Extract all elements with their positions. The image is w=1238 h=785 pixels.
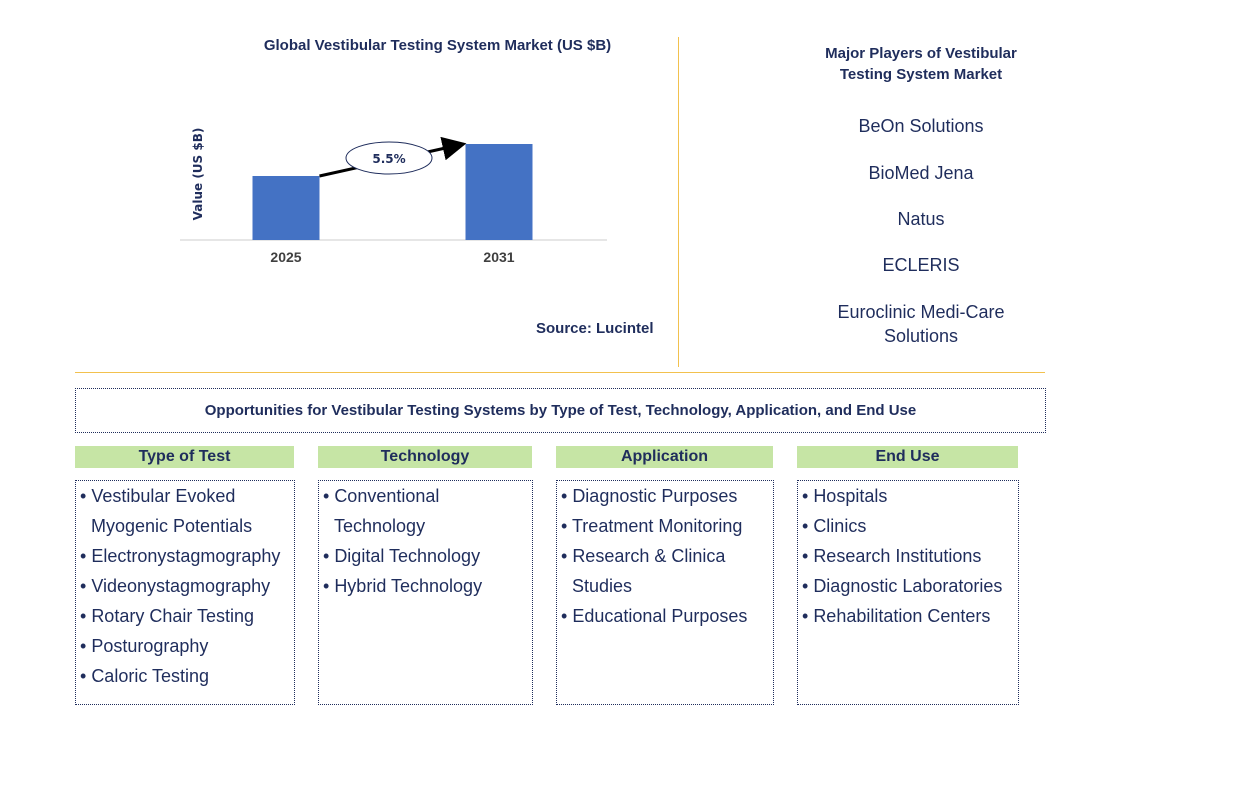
growth-rate-label: 5.5% (372, 152, 405, 166)
header-technology: Technology (318, 446, 532, 468)
list-item: Posturography (80, 631, 294, 661)
source-note: Source: Lucintel (536, 320, 654, 337)
bar-2025 (252, 176, 320, 240)
header-end-use: End Use (797, 446, 1018, 468)
list-item: Educational Purposes (561, 601, 773, 631)
list-end-use: HospitalsClinicsResearch InstitutionsDia… (797, 480, 1019, 705)
list-item: Electronystagmography (80, 541, 294, 571)
players-title: Major Players of Vestibular Testing Syst… (825, 45, 1017, 83)
x-tick-2025: 2025 (270, 249, 301, 265)
player-natus: Natus (897, 209, 945, 229)
x-tick-2031: 2031 (483, 249, 514, 265)
list-technology: Conventional TechnologyDigital Technolog… (318, 480, 533, 705)
list-item: Caloric Testing (80, 661, 294, 691)
list-item: Vestibular Evoked Myogenic Potentials (80, 481, 294, 541)
player-biomed-jena: BioMed Jena (868, 163, 974, 183)
player-ecleris: ECLERIS (882, 255, 960, 275)
list-item: Diagnostic Purposes (561, 481, 773, 511)
list-item: Videonystagmography (80, 571, 294, 601)
growth-rate-ellipse (345, 141, 433, 175)
list-item: Conventional Technology (323, 481, 532, 541)
list-item: Clinics (802, 511, 1018, 541)
bar-2031 (465, 144, 533, 240)
list-item: Research & Clinica Studies (561, 541, 773, 601)
vertical-divider (678, 37, 679, 367)
list-item: Rehabilitation Centers (802, 601, 1018, 631)
header-type-of-test: Type of Test (75, 446, 294, 468)
bar-chart: 5.5% 2025 2031 (180, 136, 607, 265)
header-application: Application (556, 446, 773, 468)
list-item: Rotary Chair Testing (80, 601, 294, 631)
list-item: Hospitals (802, 481, 1018, 511)
list-type-of-test: Vestibular Evoked Myogenic PotentialsEle… (75, 480, 295, 705)
player-beon: BeOn Solutions (858, 116, 984, 136)
list-item: Research Institutions (802, 541, 1018, 571)
list-item: Hybrid Technology (323, 571, 532, 601)
list-item: Digital Technology (323, 541, 532, 571)
chart-title: Global Vestibular Testing System Market … (263, 37, 612, 54)
player-euroclinic: Euroclinic Medi-Care Solutions (837, 302, 1005, 346)
list-application: Diagnostic PurposesTreatment MonitoringR… (556, 480, 774, 705)
list-item: Diagnostic Laboratories (802, 571, 1018, 601)
horizontal-divider (75, 372, 1045, 373)
opportunities-title: Opportunities for Vestibular Testing Sys… (75, 388, 1046, 433)
list-item: Treatment Monitoring (561, 511, 773, 541)
